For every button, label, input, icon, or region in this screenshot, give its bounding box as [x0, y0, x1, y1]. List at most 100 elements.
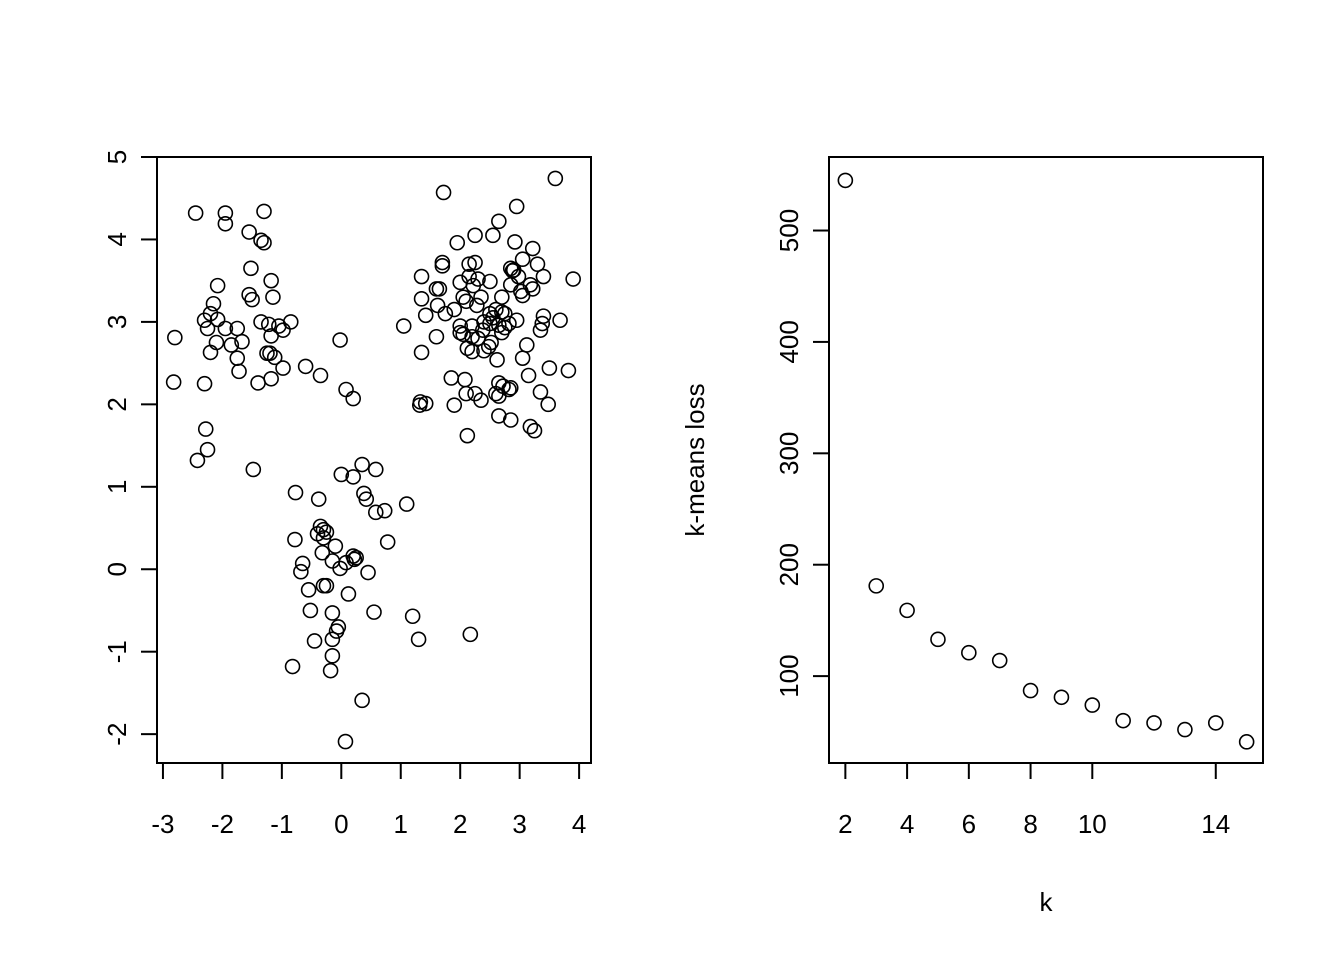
right-data-point	[1022, 682, 1039, 699]
left-data-point	[510, 268, 527, 285]
left-data-point	[508, 198, 525, 215]
left-data-point	[524, 240, 541, 257]
left-y-tick-label: 4	[102, 232, 132, 246]
left-data-point	[514, 350, 531, 366]
left-data-point	[297, 358, 314, 375]
left-data-point	[293, 563, 309, 580]
right-data-point	[1115, 712, 1131, 729]
left-data-point	[534, 315, 551, 332]
left-data-point	[328, 623, 345, 639]
left-x-tick-label: -1	[270, 809, 293, 839]
left-x-tick-label: -2	[211, 809, 234, 839]
left-data-point	[209, 311, 226, 328]
left-data-point	[324, 648, 341, 664]
right-data-point	[837, 172, 854, 189]
left-data-point	[532, 322, 549, 338]
left-data-point	[306, 633, 323, 649]
left-data-point	[458, 385, 474, 402]
left-data-point	[417, 395, 434, 412]
left-data-point	[446, 397, 463, 413]
left-data-point	[508, 312, 525, 329]
right-data-point	[1207, 715, 1224, 731]
left-data-point	[428, 328, 445, 345]
left-data-point	[196, 312, 213, 329]
left-data-point	[455, 289, 471, 305]
right-data-point	[991, 652, 1008, 669]
left-data-point	[340, 586, 357, 602]
left-data-point	[354, 692, 370, 709]
right-y-tick-label: 400	[774, 320, 804, 363]
left-data-point	[464, 343, 480, 360]
right-data-point	[1177, 721, 1193, 738]
left-data-point	[199, 320, 216, 337]
left-data-point	[197, 421, 214, 437]
left-data-point	[327, 538, 344, 554]
left-data-point	[302, 602, 319, 619]
left-data-point	[449, 234, 466, 251]
left-data-point	[312, 367, 329, 384]
left-data-point	[263, 272, 279, 289]
left-data-point	[245, 461, 262, 478]
left-data-point	[189, 452, 206, 469]
left-data-point	[411, 397, 428, 413]
left-data-point	[461, 268, 477, 285]
left-data-point	[217, 320, 234, 337]
right-x-tick-label: 4	[900, 809, 914, 839]
left-data-point	[467, 227, 483, 244]
left-data-point	[491, 388, 507, 404]
left-data-point	[502, 380, 519, 396]
left-data-point	[541, 360, 558, 376]
left-data-point	[485, 227, 501, 244]
left-data-point	[465, 277, 482, 294]
right-data-point	[930, 631, 946, 648]
left-data-point	[473, 392, 489, 409]
right-data-point	[1146, 715, 1162, 731]
left-data-point	[560, 362, 577, 379]
left-data-point	[461, 256, 477, 272]
left-data-point	[260, 316, 277, 333]
left-data-point	[437, 305, 454, 322]
left-data-point	[354, 456, 370, 473]
left-data-point	[532, 384, 549, 400]
x-axis-title: k	[1040, 887, 1054, 917]
left-data-point	[502, 260, 519, 277]
left-data-point	[332, 560, 348, 577]
left-data-point	[358, 491, 375, 507]
left-data-point	[360, 564, 376, 581]
left-data-point	[467, 254, 483, 271]
left-data-point	[337, 733, 354, 750]
y-axis-title: k-means loss	[680, 383, 710, 536]
left-data-point	[488, 385, 504, 402]
right-data-point	[1053, 689, 1070, 706]
left-data-point	[318, 577, 335, 594]
right-x-tick-label: 6	[962, 809, 976, 839]
left-data-point	[271, 318, 287, 334]
left-data-point	[262, 345, 278, 362]
left-data-point	[345, 469, 361, 485]
right-y-tick-label: 300	[774, 432, 804, 475]
right-data-point	[961, 644, 977, 661]
left-data-point	[256, 234, 272, 251]
left-data-point	[395, 318, 412, 334]
right-data-point	[899, 602, 915, 619]
left-data-point	[253, 314, 269, 330]
left-data-point	[300, 582, 317, 598]
left-x-tick-label: 4	[572, 809, 586, 839]
left-axes: -3 -2 -1 0 1 2 3 4 -2 -1 0 1 2 3 4 5	[102, 150, 586, 839]
right-axes: 2 4 6 8 10 14 100 200 300 400 500	[774, 209, 1230, 839]
left-data-point	[413, 291, 430, 307]
left-data-point	[434, 258, 451, 274]
left-data-point	[367, 461, 384, 478]
right-data-point	[1084, 697, 1101, 713]
left-data-point	[376, 502, 393, 519]
right-points	[837, 172, 1255, 750]
right-data-point	[868, 578, 885, 594]
left-data-point	[241, 224, 257, 240]
right-y-tick-label: 100	[774, 654, 804, 697]
left-data-point	[494, 324, 510, 341]
left-y-tick-label: 3	[102, 315, 132, 329]
left-data-point	[458, 293, 474, 310]
left-data-point	[202, 344, 219, 361]
left-data-point	[547, 170, 564, 187]
